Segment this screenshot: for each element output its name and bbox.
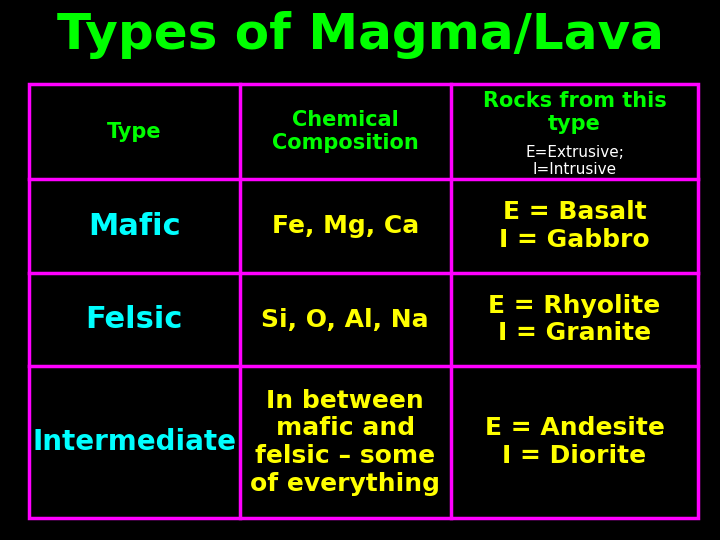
Text: Chemical
Composition: Chemical Composition [272, 110, 418, 153]
Text: E = Andesite
I = Diorite: E = Andesite I = Diorite [485, 416, 665, 468]
Text: Fe, Mg, Ca: Fe, Mg, Ca [271, 214, 419, 238]
Bar [29, 84, 698, 518]
Text: E=Extrusive;
I=Intrusive: E=Extrusive; I=Intrusive [525, 145, 624, 178]
Text: E = Basalt
I = Gabbro: E = Basalt I = Gabbro [499, 200, 650, 252]
Text: E = Rhyolite
I = Granite: E = Rhyolite I = Granite [488, 294, 661, 346]
Text: Si, O, Al, Na: Si, O, Al, Na [261, 307, 429, 332]
Text: Types of Magma/Lava: Types of Magma/Lava [57, 11, 663, 59]
Text: Rocks from this
type: Rocks from this type [482, 91, 667, 134]
Text: Felsic: Felsic [86, 305, 183, 334]
Text: In between
mafic and
felsic – some
of everything: In between mafic and felsic – some of ev… [250, 389, 440, 496]
Text: Type: Type [107, 122, 161, 141]
Text: Mafic: Mafic [88, 212, 181, 240]
Text: Intermediate: Intermediate [32, 428, 236, 456]
